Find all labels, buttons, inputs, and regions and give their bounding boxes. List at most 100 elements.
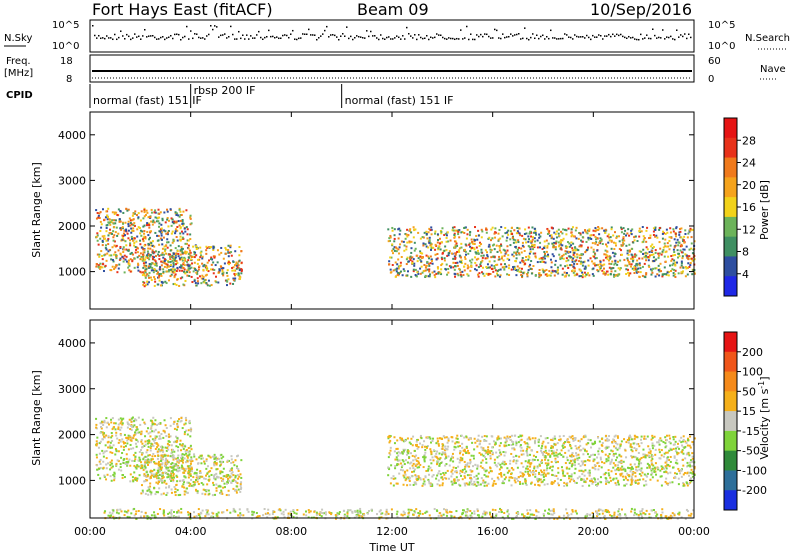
echo-cell xyxy=(618,240,621,243)
echo-cell xyxy=(138,451,141,454)
echo-cell xyxy=(517,241,520,244)
echo-cell xyxy=(545,239,548,242)
echo-cell xyxy=(645,256,648,259)
echo-cell xyxy=(570,241,573,244)
echo-cell xyxy=(120,456,123,459)
nsky-point xyxy=(546,35,548,38)
echo-cell xyxy=(240,476,243,479)
echo-cell xyxy=(174,212,177,215)
echo-cell xyxy=(578,231,581,234)
echo-cell xyxy=(181,443,184,446)
echo-cell xyxy=(592,248,595,251)
echo-cell xyxy=(534,255,537,258)
echo-cell xyxy=(431,484,434,487)
echo-cell xyxy=(425,445,428,448)
echo-cell xyxy=(97,264,100,267)
echo-cell xyxy=(229,244,232,247)
colorbar-tick-label: 24 xyxy=(742,157,756,170)
echo-cell xyxy=(178,284,181,287)
echo-cell xyxy=(626,257,629,260)
echo-cell xyxy=(172,252,175,255)
echo-cell xyxy=(129,252,132,255)
echo-cell xyxy=(230,475,233,478)
echo-cell xyxy=(159,445,162,448)
echo-cell xyxy=(609,236,612,239)
nsky-point xyxy=(614,35,616,37)
echo-cell xyxy=(96,464,99,467)
echo-cell xyxy=(210,467,213,470)
echo-cell xyxy=(613,435,616,438)
echo-cell xyxy=(136,235,139,238)
echo-cell xyxy=(612,466,615,469)
echo-cell xyxy=(181,445,184,448)
nsky-point xyxy=(372,35,374,37)
echo-cell xyxy=(142,280,145,283)
colorbar-swatch xyxy=(724,256,737,277)
echo-cell xyxy=(149,482,152,485)
echo-cell xyxy=(597,450,600,453)
echo-cell xyxy=(143,264,146,267)
echo-cell xyxy=(122,234,125,237)
echo-cell xyxy=(588,228,591,231)
echo-cell xyxy=(177,449,180,452)
echo-cell xyxy=(601,264,604,267)
echo-cell xyxy=(135,439,138,442)
nsky-point xyxy=(686,37,688,40)
echo-cell xyxy=(510,443,513,446)
echo-cell xyxy=(573,255,576,258)
echo-cell xyxy=(666,271,669,274)
echo-cell xyxy=(630,257,633,260)
echo-cell xyxy=(214,255,217,258)
echo-cell xyxy=(631,467,634,470)
echo-cell xyxy=(605,445,608,448)
echo-cell xyxy=(185,429,188,432)
echo-cell xyxy=(149,470,152,473)
echo-cell xyxy=(95,444,98,447)
echo-cell xyxy=(515,462,518,465)
echo-cell xyxy=(181,269,184,272)
echo-cell xyxy=(431,262,434,265)
echo-cell xyxy=(133,244,136,247)
echo-cell xyxy=(181,479,184,482)
echo-cell xyxy=(635,270,638,273)
echo-cell xyxy=(115,264,118,267)
echo-cell xyxy=(608,255,611,258)
echo-cell xyxy=(153,462,156,465)
echo-cell xyxy=(225,494,228,497)
nsky-point xyxy=(656,37,658,39)
echo-cell xyxy=(509,244,512,247)
echo-cell xyxy=(158,450,161,453)
nsky-point xyxy=(556,38,558,40)
echo-cell xyxy=(399,438,402,441)
echo-cell xyxy=(119,466,122,469)
nsky-point xyxy=(496,29,498,32)
echo-cell xyxy=(552,255,555,258)
echo-cell xyxy=(556,271,559,274)
echo-cell xyxy=(576,273,579,276)
echo-cell xyxy=(471,240,474,243)
echo-cell xyxy=(496,456,499,459)
echo-cell xyxy=(396,263,399,266)
echo-cell xyxy=(189,430,192,433)
echo-cell xyxy=(455,437,458,440)
echo-cell xyxy=(144,236,147,239)
nsky-point xyxy=(508,35,510,38)
echo-cell xyxy=(185,252,188,255)
echo-cell xyxy=(441,478,444,481)
echo-cell xyxy=(556,455,559,458)
echo-cell xyxy=(126,232,129,235)
nsky-point xyxy=(636,38,638,41)
nsky-point xyxy=(100,37,102,40)
echo-cell xyxy=(669,447,672,450)
echo-cell xyxy=(141,258,144,261)
echo-cell xyxy=(607,273,610,276)
echo-cell xyxy=(227,248,230,251)
echo-cell xyxy=(151,455,154,458)
echo-cell xyxy=(122,222,125,225)
echo-cell xyxy=(183,264,186,267)
echo-cell xyxy=(454,244,457,247)
echo-cell xyxy=(160,264,163,267)
echo-cell xyxy=(631,267,634,270)
echo-cell xyxy=(232,277,235,280)
echo-cell xyxy=(179,277,182,280)
